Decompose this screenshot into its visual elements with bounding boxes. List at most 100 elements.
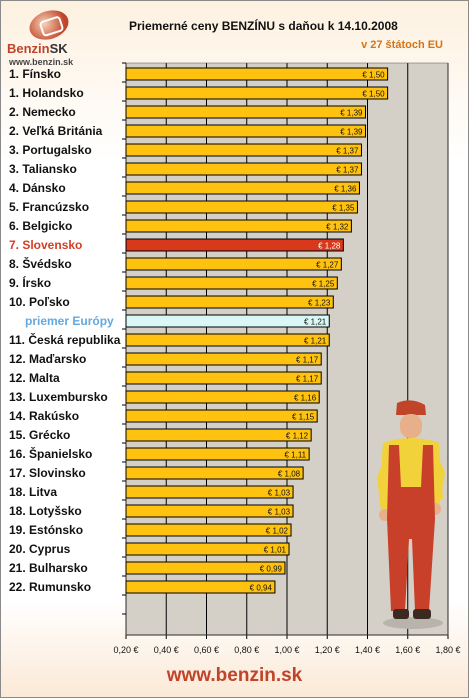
- category-label: 3. Portugalsko: [9, 143, 92, 157]
- bar: [125, 295, 334, 309]
- bar-value-label: € 1,36: [334, 185, 357, 194]
- bar-value-label: € 1,32: [326, 223, 349, 232]
- bar: [125, 143, 362, 157]
- bar: [125, 504, 294, 518]
- bar: [125, 466, 304, 480]
- bar: [125, 580, 276, 594]
- logo-brand: BenzinSK: [7, 41, 68, 56]
- category-label: 2. Nemecko: [9, 105, 76, 119]
- x-tick-label: 1,40 €: [355, 645, 380, 655]
- bar-value-label: € 1,16: [294, 394, 317, 403]
- bar: [125, 390, 320, 404]
- bar: [125, 428, 312, 442]
- bar-value-label: € 1,25: [312, 280, 335, 289]
- chart-title: Priemerné ceny BENZÍNU s daňou k 14.10.2…: [129, 19, 398, 33]
- category-label: 7. Slovensko: [9, 238, 83, 252]
- category-label: 17. Slovinsko: [9, 466, 86, 480]
- bar-value-label: € 1,27: [316, 261, 339, 270]
- x-tick-label: 1,20 €: [315, 645, 340, 655]
- bar-value-label: € 1,15: [292, 413, 315, 422]
- category-label: 15. Grécko: [9, 428, 71, 442]
- bar: [125, 409, 318, 423]
- bar-value-label: € 0,99: [260, 565, 283, 574]
- bar-value-label: € 1,37: [336, 166, 359, 175]
- bar-value-label: € 1,01: [264, 546, 287, 555]
- bar: [125, 86, 389, 100]
- x-tick-label: 0,40 €: [154, 645, 179, 655]
- category-label: 20. Cyprus: [9, 542, 71, 556]
- category-label: 5. Francúzsko: [9, 200, 90, 214]
- bar-highlight: [125, 238, 344, 252]
- category-label: 12. Malta: [9, 371, 60, 385]
- bar-value-label: € 1,39: [340, 109, 363, 118]
- bar-value-label: € 1,39: [340, 128, 363, 137]
- bar: [125, 219, 352, 233]
- x-tick-label: 0,60 €: [194, 645, 219, 655]
- bar-value-label: € 1,12: [286, 432, 309, 441]
- bar: [125, 561, 286, 575]
- bar: [125, 105, 366, 119]
- bar: [125, 371, 322, 385]
- bar: [125, 276, 338, 290]
- x-tick-label: 0,20 €: [113, 645, 138, 655]
- category-label: 13. Luxembursko: [9, 390, 108, 404]
- bar: [125, 352, 322, 366]
- bar: [125, 67, 389, 81]
- bar-value-label: € 1,03: [268, 508, 291, 517]
- category-label: 18. Litva: [9, 485, 58, 499]
- bar: [125, 523, 292, 537]
- bar: [125, 200, 358, 214]
- bar: [125, 124, 366, 138]
- x-tick-label: 1,80 €: [435, 645, 460, 655]
- footer-url[interactable]: www.benzin.sk: [166, 665, 303, 686]
- bar-value-label: € 1,37: [336, 147, 359, 156]
- bar-value-label: € 1,50: [362, 90, 385, 99]
- category-label: 8. Švédsko: [9, 257, 72, 271]
- category-label: 11. Česká republika: [9, 333, 121, 347]
- logo-url: www.benzin.sk: [9, 57, 74, 67]
- bar-value-label: € 1,28: [318, 242, 341, 251]
- category-label: 2. Veľká Británia: [9, 124, 103, 138]
- bar-value-label: € 1,08: [278, 470, 301, 479]
- bar: [125, 162, 362, 176]
- benzin-logo[interactable]: BenzinSK www.benzin.sk: [7, 5, 97, 69]
- bar-value-label: € 1,17: [296, 356, 319, 365]
- x-tick-label: 0,80 €: [234, 645, 259, 655]
- category-label: 12. Maďarsko: [9, 352, 87, 366]
- bar-average: [125, 314, 330, 328]
- category-label: 9. Írsko: [9, 276, 52, 290]
- bar-value-label: € 1,17: [296, 375, 319, 384]
- bar-value-label: € 1,23: [308, 299, 331, 308]
- x-tick-label: 1,00 €: [274, 645, 299, 655]
- bar-value-label: € 1,03: [268, 489, 291, 498]
- bar: [125, 485, 294, 499]
- category-label: 22. Rumunsko: [9, 580, 92, 594]
- bar: [125, 333, 330, 347]
- category-label: 1. Holandsko: [9, 86, 84, 100]
- bar: [125, 257, 342, 271]
- plot-border: [125, 62, 449, 636]
- category-label: 6. Belgicko: [9, 219, 73, 233]
- category-label: 14. Rakúsko: [9, 409, 80, 423]
- category-label: 10. Poľsko: [9, 295, 70, 309]
- category-label: priemer Európy: [25, 314, 114, 328]
- bar-value-label: € 1,02: [266, 527, 289, 536]
- bar-value-label: € 1,21: [304, 337, 327, 346]
- category-label: 1. Fínsko: [9, 67, 62, 81]
- bar-value-label: € 1,50: [362, 71, 385, 80]
- x-tick-label: 1,60 €: [395, 645, 420, 655]
- bar: [125, 542, 290, 556]
- category-label: 21. Bulharsko: [9, 561, 88, 575]
- bar-value-label: € 1,11: [284, 451, 306, 460]
- bar-value-label: € 0,94: [250, 584, 273, 593]
- bar-value-label: € 1,35: [332, 204, 355, 213]
- bar: [125, 447, 310, 461]
- category-label: 19. Estónsko: [9, 523, 84, 537]
- category-label: 3. Taliansko: [9, 162, 77, 176]
- chart-subtitle: v 27 štátoch EU: [361, 39, 443, 51]
- category-label: 16. Španielsko: [9, 447, 93, 461]
- category-label: 4. Dánsko: [9, 181, 66, 195]
- bar: [125, 181, 360, 195]
- bar-value-label: € 1,21: [304, 318, 327, 327]
